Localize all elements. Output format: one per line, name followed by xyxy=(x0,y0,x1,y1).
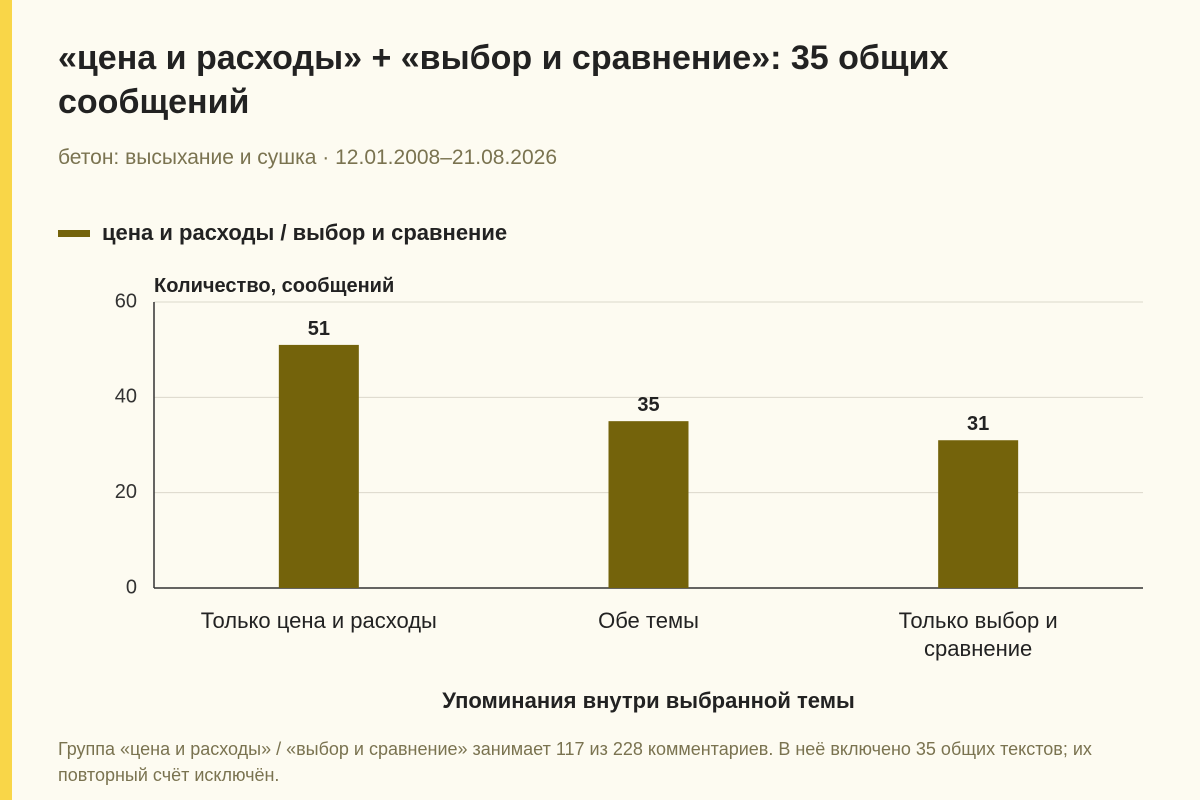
bar xyxy=(608,421,689,588)
y-tick-label: 60 xyxy=(115,290,137,312)
x-tick-label: Только выбор и xyxy=(899,608,1058,633)
bar xyxy=(938,440,1019,588)
chart-subtitle: бетон: высыхание и сушка · 12.01.2008–21… xyxy=(58,146,558,169)
chart-title: «цена и расходы» + «выбор и сравнение»: … xyxy=(58,39,949,121)
x-tick-label: Только цена и расходы xyxy=(201,608,437,633)
y-axis-label: Количество, сообщений xyxy=(154,275,394,297)
legend-label: цена и расходы / выбор и сравнение xyxy=(102,220,508,245)
footnote: Группа «цена и расходы» / «выбор и сравн… xyxy=(58,739,1092,785)
x-tick-label: Обе темы xyxy=(598,608,699,633)
accent-stripe xyxy=(0,0,12,800)
x-axis-label: Упоминания внутри выбранной темы xyxy=(442,688,855,713)
y-tick-label: 20 xyxy=(115,481,137,503)
x-tick-label: сравнение xyxy=(924,636,1032,661)
data-label: 31 xyxy=(967,413,989,435)
bar xyxy=(278,344,359,588)
data-label: 51 xyxy=(308,318,330,340)
legend-swatch xyxy=(58,229,90,237)
y-tick-label: 40 xyxy=(115,386,137,408)
y-tick-label: 0 xyxy=(126,576,137,598)
data-label: 35 xyxy=(637,394,659,416)
legend: цена и расходы / выбор и сравнение xyxy=(58,218,507,248)
